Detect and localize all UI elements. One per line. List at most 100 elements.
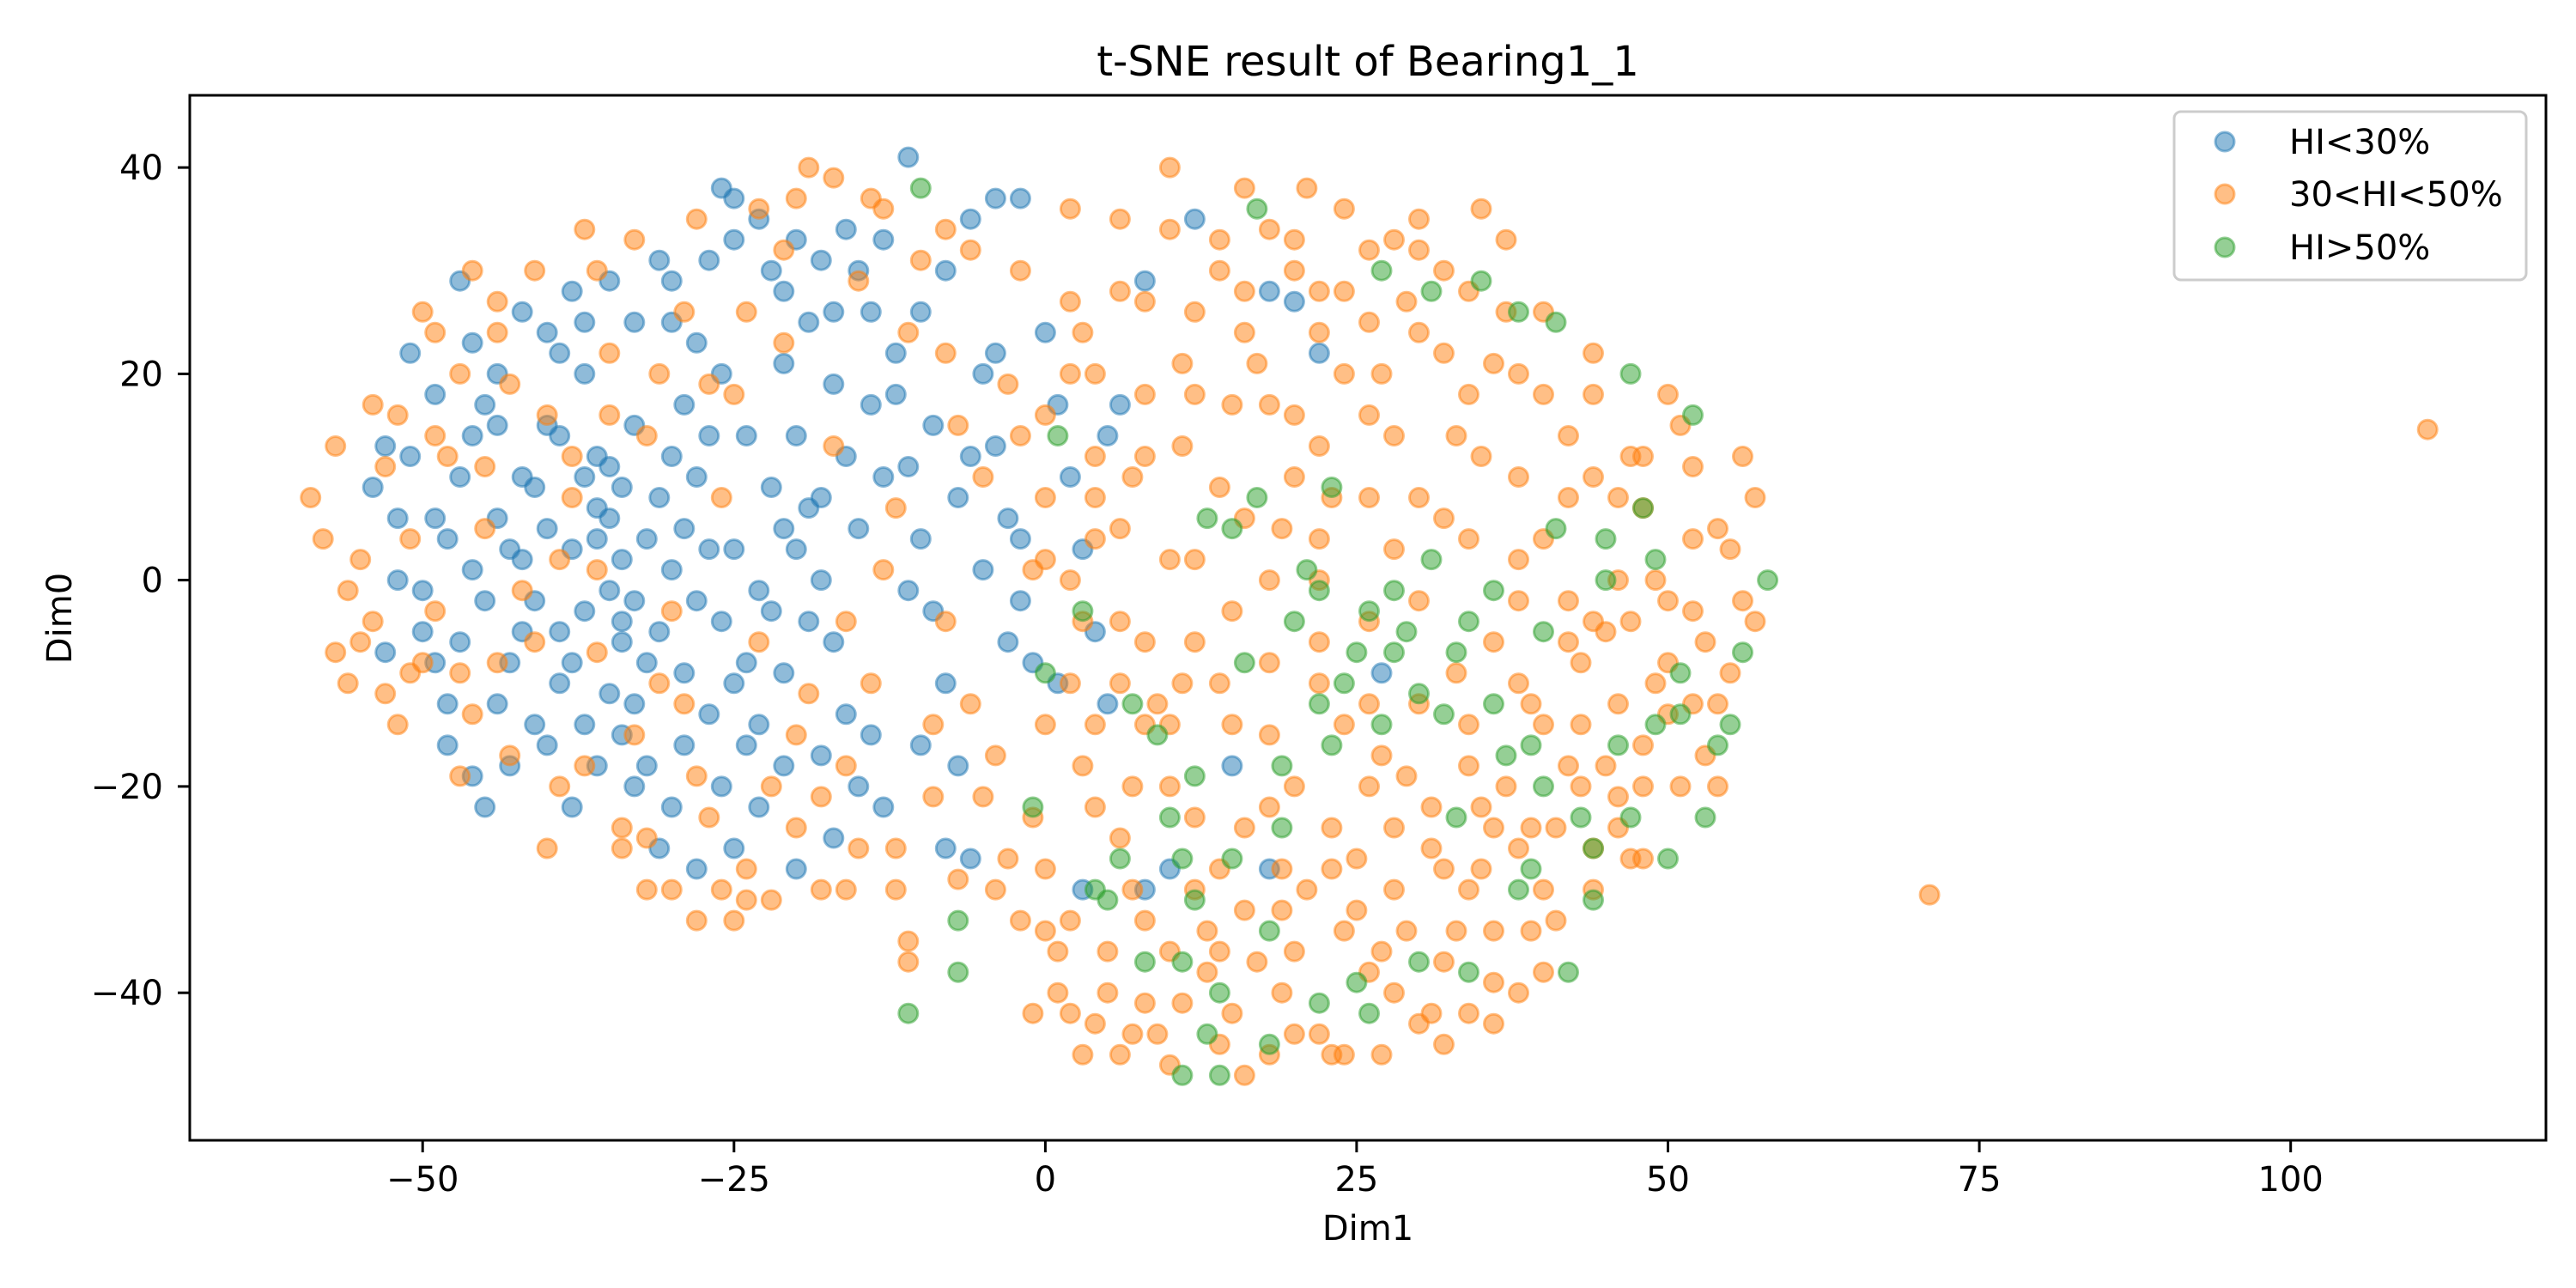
data-point xyxy=(1470,270,1492,292)
data-point xyxy=(860,301,882,323)
data-point xyxy=(723,837,745,860)
data-point xyxy=(1595,755,1617,777)
data-point xyxy=(748,714,770,736)
data-point xyxy=(959,208,981,230)
data-point xyxy=(1146,693,1169,715)
data-point xyxy=(1508,549,1529,571)
data-point xyxy=(1196,507,1218,530)
y-axis-label: Dim0 xyxy=(40,573,80,664)
data-point xyxy=(1358,487,1380,508)
data-point xyxy=(1558,961,1579,983)
data-point xyxy=(1133,383,1156,405)
x-tick-label: 75 xyxy=(1958,1160,2002,1200)
data-point xyxy=(1271,518,1293,540)
data-point xyxy=(574,311,596,333)
data-point xyxy=(698,806,720,829)
data-point xyxy=(574,755,596,777)
data-point xyxy=(1570,775,1592,798)
data-point xyxy=(1644,714,1667,736)
data-point xyxy=(1084,528,1106,550)
data-point xyxy=(1121,466,1144,488)
data-point xyxy=(1308,580,1330,602)
data-point xyxy=(1370,662,1393,684)
data-point xyxy=(673,693,696,715)
data-point xyxy=(1370,940,1393,963)
data-point xyxy=(1183,549,1206,571)
data-point xyxy=(735,889,757,911)
data-point xyxy=(1508,878,1529,901)
data-point xyxy=(1109,848,1131,870)
data-point xyxy=(1072,755,1094,777)
data-point xyxy=(1333,362,1355,385)
data-point xyxy=(1669,775,1692,798)
data-point xyxy=(1321,817,1343,839)
data-point xyxy=(1109,827,1131,849)
data-point xyxy=(1009,909,1031,932)
data-point xyxy=(984,342,1006,364)
data-point xyxy=(1420,796,1443,818)
data-point xyxy=(1595,569,1617,592)
data-point xyxy=(897,321,920,343)
data-point xyxy=(1433,342,1455,364)
data-point xyxy=(436,734,459,756)
data-point xyxy=(1034,858,1056,880)
data-point xyxy=(1433,951,1455,973)
data-point xyxy=(1433,507,1455,530)
data-point xyxy=(972,559,994,581)
data-point xyxy=(848,775,870,798)
data-point xyxy=(1196,961,1218,983)
data-point xyxy=(835,218,857,240)
data-point xyxy=(810,569,832,592)
data-point xyxy=(1520,734,1542,756)
data-point xyxy=(1333,920,1355,942)
data-point xyxy=(1208,228,1230,251)
data-point xyxy=(1495,228,1517,251)
data-point xyxy=(748,631,770,653)
data-point xyxy=(1545,817,1567,839)
data-point xyxy=(1158,775,1181,798)
data-point xyxy=(1097,981,1119,1004)
data-point xyxy=(586,497,608,519)
data-point xyxy=(586,528,608,550)
data-point xyxy=(1233,177,1255,199)
axes-frame xyxy=(188,94,2548,1142)
y-tick-label: 0 xyxy=(142,562,163,601)
data-point xyxy=(561,280,583,302)
legend-entry: HI<30% xyxy=(2214,123,2430,162)
data-point xyxy=(1221,848,1243,870)
data-point xyxy=(1034,714,1056,736)
data-point xyxy=(897,146,920,168)
data-point xyxy=(648,362,671,385)
y-axis: −40 −20 0 20 40 xyxy=(91,149,190,1013)
data-point xyxy=(1183,889,1206,911)
data-point xyxy=(648,249,671,271)
data-point xyxy=(536,404,558,426)
data-point xyxy=(735,858,757,880)
data-point xyxy=(1732,590,1753,612)
data-point xyxy=(598,404,621,426)
data-point xyxy=(947,909,969,932)
data-point xyxy=(1171,352,1194,374)
data-point xyxy=(486,414,508,436)
data-point xyxy=(1221,393,1243,416)
data-point xyxy=(1121,1023,1144,1045)
data-point xyxy=(1632,734,1654,756)
data-point xyxy=(872,466,895,488)
data-point xyxy=(1644,672,1667,695)
data-point xyxy=(399,528,422,550)
data-point xyxy=(474,590,496,612)
data-point xyxy=(449,466,471,488)
data-point xyxy=(511,466,533,488)
data-point xyxy=(611,549,633,571)
data-point xyxy=(1258,1033,1280,1055)
data-point xyxy=(1121,775,1144,798)
data-point xyxy=(1271,858,1293,880)
data-point xyxy=(1657,848,1679,870)
data-point xyxy=(561,796,583,818)
data-point xyxy=(1022,1002,1044,1024)
data-point xyxy=(1246,487,1268,508)
data-point xyxy=(698,538,720,561)
data-point xyxy=(1508,466,1529,488)
data-point xyxy=(449,662,471,684)
data-point xyxy=(1358,1002,1380,1024)
